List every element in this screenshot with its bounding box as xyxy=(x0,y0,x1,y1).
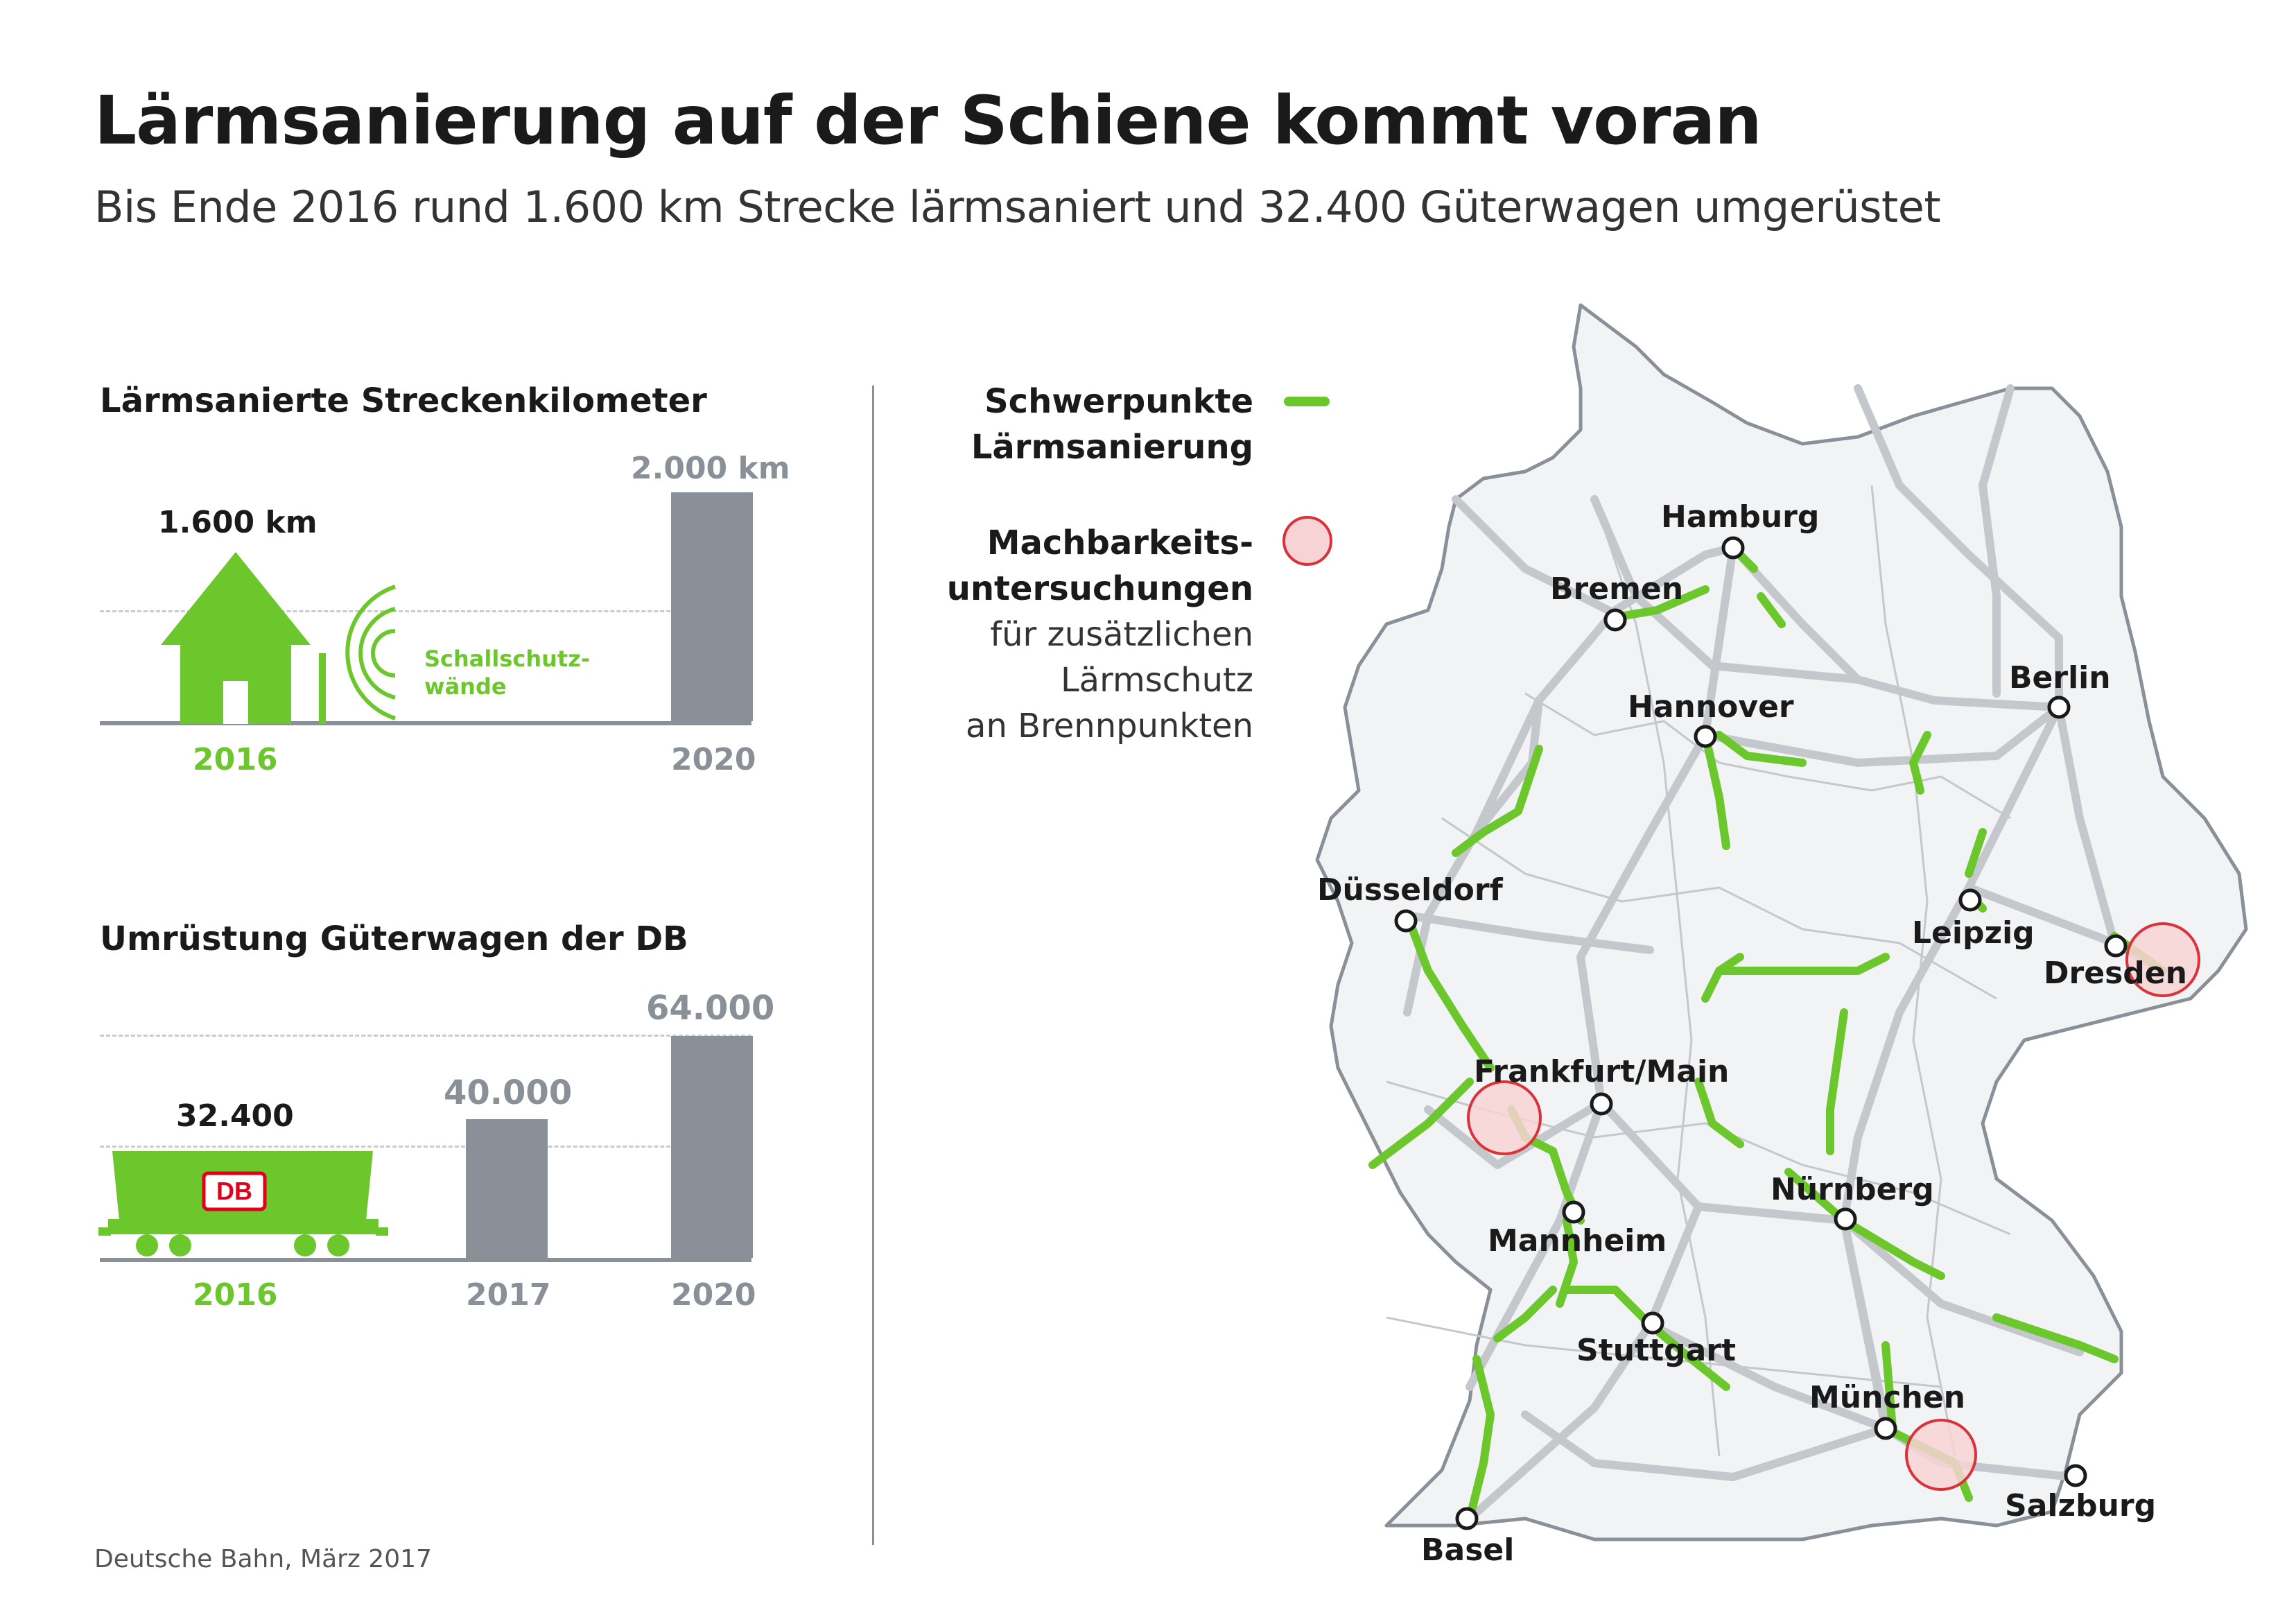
legend-red-circle-icon xyxy=(1282,516,1332,566)
legend-focus-label: Schwerpunkte Lärmsanierung xyxy=(971,379,1253,470)
legend-study-label: Machbarkeits- untersuchungen für zusätzl… xyxy=(947,520,1253,749)
house-door-icon xyxy=(223,681,248,724)
freight-wagon-icon: DB xyxy=(98,1151,388,1256)
city-label-frankfurt: Frankfurt/Main xyxy=(1474,1054,1730,1089)
study-circle-dresden xyxy=(2125,922,2200,997)
city-marker-dresden xyxy=(2104,934,2128,958)
legend-study-line1: Machbarkeits- xyxy=(986,524,1253,562)
germany-outline xyxy=(1315,303,2248,1541)
house-roof-icon xyxy=(161,552,311,645)
page-title: Lärmsanierung auf der Schiene kommt vora… xyxy=(94,82,1762,159)
study-circle-muenchen xyxy=(1905,1419,1977,1491)
chart1-value-2020: 2.000 km xyxy=(631,451,790,486)
city-marker-bremen xyxy=(1603,608,1627,632)
chart1-title: Lärmsanierte Streckenkilometer xyxy=(100,381,707,420)
city-label-mannheim: Mannheim xyxy=(1488,1223,1667,1259)
legend-study-line3: für zusätzlichen xyxy=(990,615,1253,654)
city-label-hamburg: Hamburg xyxy=(1661,499,1820,535)
city-marker-duesseldorf xyxy=(1394,909,1418,933)
city-label-leipzig: Leipzig xyxy=(1912,915,2035,951)
vertical-divider xyxy=(872,386,874,1545)
chart2-year-2016: 2016 xyxy=(193,1277,278,1313)
city-marker-berlin xyxy=(2047,696,2071,719)
city-marker-salzburg xyxy=(2064,1464,2087,1487)
legend-study-line4: Lärmschutz xyxy=(1060,661,1253,700)
city-label-muenchen: München xyxy=(1809,1380,1966,1415)
house-with-walls-icon xyxy=(161,552,396,724)
study-circles xyxy=(1467,922,2200,1491)
chart2-year-2017: 2017 xyxy=(466,1277,551,1313)
legend-green-line-icon xyxy=(1284,397,1330,406)
city-label-hannover: Hannover xyxy=(1628,689,1794,725)
city-marker-frankfurt xyxy=(1590,1092,1613,1116)
city-label-bremen: Bremen xyxy=(1550,571,1684,607)
city-marker-leipzig xyxy=(1958,888,1982,912)
chart1-gridline xyxy=(100,610,751,612)
chart2-gridline-top xyxy=(100,1035,751,1037)
chart2-title: Umrüstung Güterwagen der DB xyxy=(100,919,688,958)
city-label-duesseldorf: Düsseldorf xyxy=(1317,872,1503,908)
chart1-baseline xyxy=(100,721,751,725)
page-subtitle: Bis Ende 2016 rund 1.600 km Strecke lärm… xyxy=(94,182,1941,232)
sound-waves-icon xyxy=(345,585,396,720)
chart2-value-2020: 64.000 xyxy=(646,989,775,1028)
db-logo-icon xyxy=(202,1171,267,1211)
city-marker-mannheim xyxy=(1562,1200,1585,1224)
wagon-wheels-icon xyxy=(136,1234,349,1256)
walls-label-line2: wände xyxy=(424,673,507,700)
noise-wall-icon xyxy=(319,653,326,724)
city-label-basel: Basel xyxy=(1421,1532,1515,1568)
chart2-value-2016: 32.400 xyxy=(176,1098,294,1134)
legend-focus-line1: Schwerpunkte xyxy=(984,382,1253,421)
chart1-year-2016: 2016 xyxy=(193,742,278,777)
walls-label: Schallschutz- wände xyxy=(424,645,590,700)
source-note: Deutsche Bahn, März 2017 xyxy=(94,1545,432,1573)
legend-study-line5: an Brennpunkten xyxy=(966,707,1253,745)
city-marker-hamburg xyxy=(1721,536,1745,560)
city-label-stuttgart: Stuttgart xyxy=(1576,1333,1737,1368)
city-label-salzburg: Salzburg xyxy=(2005,1488,2157,1523)
chart2-bar-2020 xyxy=(671,1036,753,1258)
chart1-bar-2020 xyxy=(671,492,753,721)
city-marker-muenchen xyxy=(1874,1417,1897,1440)
city-label-nuernberg: Nürnberg xyxy=(1771,1172,1934,1207)
city-marker-hannover xyxy=(1694,725,1717,748)
city-marker-basel xyxy=(1455,1507,1479,1530)
legend-study-line2: untersuchungen xyxy=(946,569,1253,608)
chart2-baseline xyxy=(100,1258,751,1262)
city-marker-nuernberg xyxy=(1834,1207,1857,1231)
chart1-year-2020: 2020 xyxy=(671,742,756,777)
legend-focus-line2: Lärmsanierung xyxy=(971,428,1253,467)
chart2-year-2020: 2020 xyxy=(671,1277,756,1313)
chart2-gridline-mid xyxy=(100,1146,751,1148)
db-logo-text: DB xyxy=(216,1177,252,1205)
chart2-bar-2017 xyxy=(466,1119,548,1258)
city-markers xyxy=(1394,536,2128,1530)
chart2-value-2017: 40.000 xyxy=(444,1073,573,1112)
chart1-value-2016: 1.600 km xyxy=(158,505,318,540)
study-circle-frankfurt xyxy=(1467,1080,1542,1155)
walls-label-line1: Schallschutz- xyxy=(424,646,591,672)
city-label-berlin: Berlin xyxy=(2009,660,2111,696)
city-label-dresden: Dresden xyxy=(2044,956,2187,991)
city-marker-stuttgart xyxy=(1641,1311,1664,1335)
